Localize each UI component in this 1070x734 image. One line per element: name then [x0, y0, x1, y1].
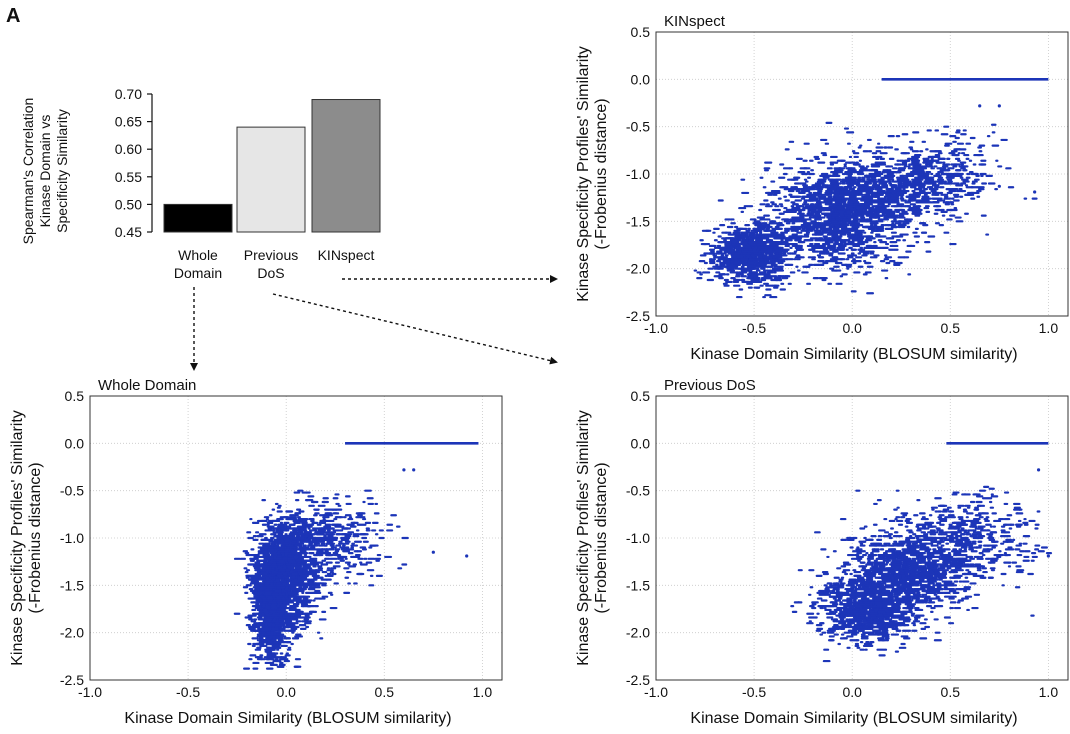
xtick-label: 1.0 [473, 684, 493, 700]
ytick-label: -2.5 [60, 672, 84, 688]
ytick-label: -2.5 [626, 308, 650, 324]
bar-category-label: DoS [257, 265, 284, 281]
scatter-points [233, 442, 479, 670]
bar-ytick-label: 0.50 [115, 196, 142, 212]
bar [236, 126, 306, 233]
ytick-label: -1.5 [626, 213, 650, 229]
scatter-points [693, 78, 1049, 299]
xtick-label: 0.5 [941, 320, 961, 336]
bar-rects [163, 99, 381, 233]
scatter-whole-domain: -1.0 -0.5 0.0 0.5 1.0 0.5 0.0 -0.5 -1.0 -1.5 -2.0 -… [9, 377, 503, 727]
xtick-label: -1.0 [644, 320, 668, 336]
ytick-label: 0.5 [65, 388, 85, 404]
xtick-label: 0.0 [842, 320, 862, 336]
ytick-label: -0.5 [60, 483, 84, 499]
ytick-label: -0.5 [626, 119, 650, 135]
panel-label: A [6, 5, 20, 27]
ytick-label: -2.0 [60, 625, 84, 641]
ytick-label: -2.0 [626, 261, 650, 277]
bar [311, 99, 381, 233]
ytick-label: -1.5 [60, 577, 84, 593]
arrow-to-previous-dos [272, 293, 558, 365]
ytick-label: 0.0 [65, 435, 85, 451]
xtick-label: 1.0 [1039, 320, 1059, 336]
ytick-label: -1.0 [60, 530, 84, 546]
ytick-label: 0.5 [631, 24, 651, 40]
plot-title: KINspect [664, 13, 726, 30]
ytick-label: 0.0 [631, 71, 651, 87]
scatter-point [997, 184, 1001, 188]
plot-title: Whole Domain [98, 377, 196, 394]
ytick-label: -1.0 [626, 166, 650, 182]
bar-ytick-label: 0.45 [115, 224, 142, 240]
scatter-point [1033, 190, 1037, 194]
plot-frame [655, 31, 1069, 317]
xtick-label: 0.5 [375, 684, 395, 700]
bar-ylabel: Spearman's Correlation Kinase Domain vs … [20, 98, 70, 245]
bar-category-label: Previous [244, 247, 298, 263]
y-axis-label-line: (-Frobenius distance) [27, 462, 44, 613]
bar-ytick-label: 0.60 [115, 141, 142, 157]
x-axis-label: Kinase Domain Similarity (BLOSUM similar… [124, 710, 451, 727]
bar-category-label: KINspect [318, 247, 375, 263]
bar-category-labels: Whole Domain Previous DoS KINspect [174, 247, 375, 281]
bar-ylabel-line-3: Specificity Similarity [54, 109, 70, 233]
bar-ylabel-line-1: Spearman's Correlation [20, 98, 36, 245]
x-axis-label: Kinase Domain Similarity (BLOSUM similar… [690, 346, 1017, 363]
xtick-label: -1.0 [78, 684, 102, 700]
bar-ytick-label: 0.65 [115, 114, 142, 130]
bar-category-label: Whole [178, 247, 218, 263]
y-axis-label-line: Kinase Specificity Profiles' Similarity [9, 410, 26, 666]
scatter-point [978, 104, 982, 108]
bar-yticks: 0.45 0.50 0.55 0.60 0.65 0.70 [115, 86, 152, 240]
y-axis-label: Kinase Specificity Profiles' Similarity(… [575, 46, 610, 302]
y-axis-label: Kinase Specificity Profiles' Similarity(… [9, 410, 44, 666]
xtick-label: 0.0 [276, 684, 296, 700]
bar-ytick-label: 0.70 [115, 86, 142, 102]
bar-ylabel-line-2: Kinase Domain vs [37, 115, 53, 228]
connector-arrows [190, 275, 558, 371]
plot-frame [89, 395, 503, 681]
y-axis-label-line: Kinase Specificity Profiles' Similarity [575, 46, 592, 302]
bar-category-label: Domain [174, 265, 222, 281]
bar [163, 203, 233, 233]
bar-ytick-label: 0.55 [115, 169, 142, 185]
scatter-point [997, 104, 1001, 108]
xtick-label: -0.5 [176, 684, 200, 700]
bar-chart: Spearman's Correlation Kinase Domain vs … [20, 86, 381, 281]
y-axis-label-line: (-Frobenius distance) [593, 98, 610, 249]
scatter-kinspect: -1.0 -0.5 0.0 0.5 1.0 0.5 0.0 -0.5 -1.0 -1.5 -2.0 -… [575, 13, 1069, 363]
xtick-label: -0.5 [742, 320, 766, 336]
